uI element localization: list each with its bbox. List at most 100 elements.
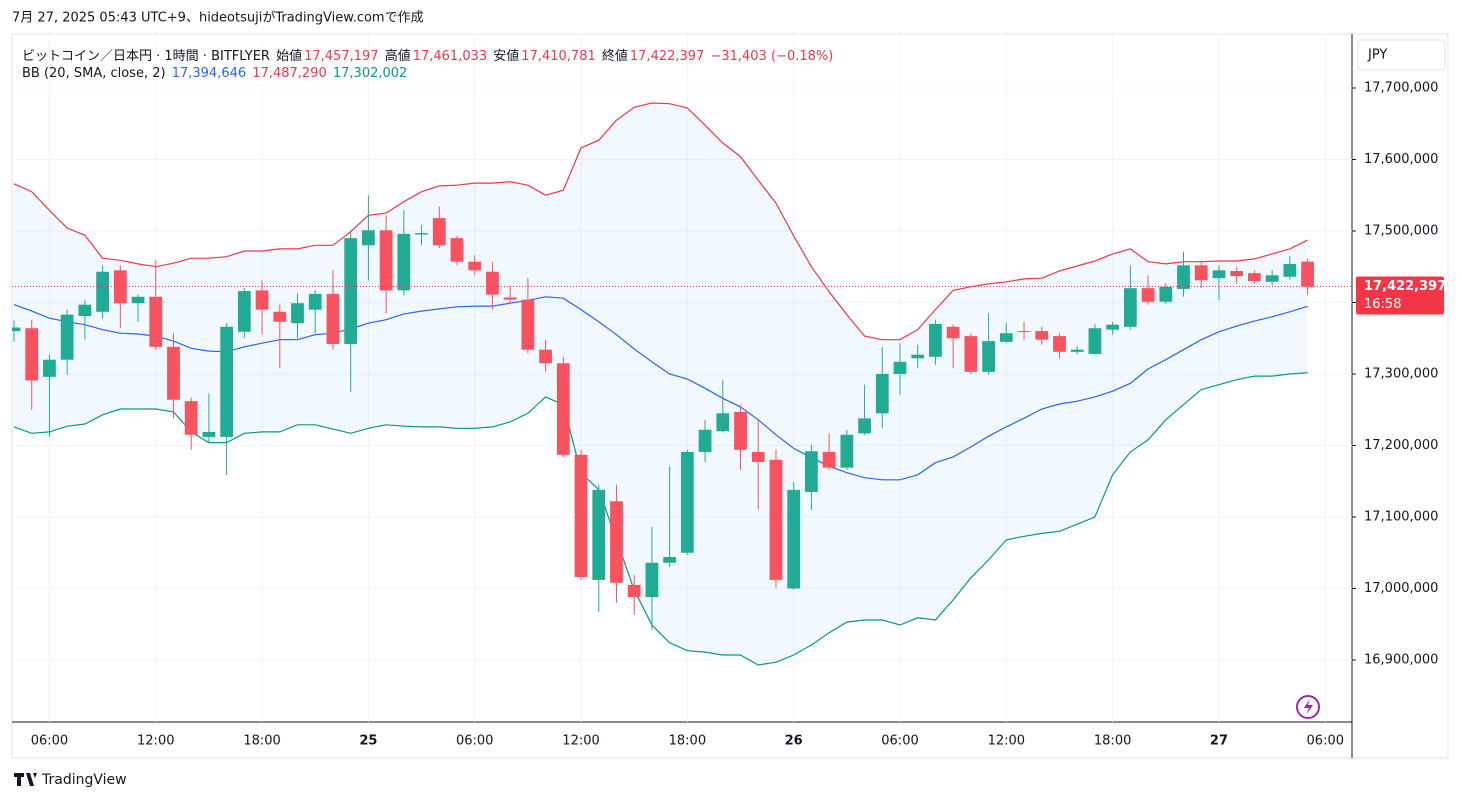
candle-body [60,314,74,360]
candle-body [486,271,499,295]
x-tick-label: 27 [1210,734,1228,749]
candle-body [432,218,446,246]
candle-body [96,271,109,312]
x-tick-label: 06:00 [1307,734,1344,749]
x-tick-label: 12:00 [562,734,599,749]
candle-body [982,341,995,372]
candle-body [468,261,482,271]
candle-body [964,336,978,372]
candle-body [1088,328,1102,354]
candle-body [273,311,287,322]
frame [11,33,1449,759]
alert-icon[interactable] [1296,695,1320,719]
candle-body [167,346,180,400]
bb-lower: 17,302,002 [332,66,408,81]
candle-body [1177,265,1190,289]
candle-body [539,349,552,364]
candle-body [521,299,535,350]
price-tag-value: 17,422,397 [1364,279,1446,294]
candle-body [308,293,322,310]
candle-body [592,489,606,580]
candle-body [875,373,889,414]
currency-box[interactable] [1357,39,1446,71]
candle-body [1053,336,1066,352]
candle-body [1283,263,1297,277]
candle-body [1159,286,1173,302]
candle-body [1301,261,1314,287]
candle-body [43,359,56,377]
band-fill [14,103,1308,666]
y-tick-label: 17,100,000 [1364,510,1438,525]
bb-basis: 17,394,646 [171,66,247,81]
candle-body [237,291,251,332]
candle-body [929,323,942,357]
alert-bolt [1304,699,1313,715]
candle-body [787,489,801,589]
y-tick-label: 17,200,000 [1364,438,1438,453]
x-tick-label: 25 [359,734,377,749]
candle-body [805,451,818,492]
candle-body [716,413,730,432]
legend-bb: BB (20, SMA, close, 2) 17,394,646 17,487… [22,66,409,81]
caption: 7月 27, 2025 05:43 UTC+9、hideotsujiがTradi… [12,11,424,26]
close: 17,422,397 [629,49,705,64]
x-tick-label: 18:00 [669,734,706,749]
y-tick-label: 16,900,000 [1364,653,1438,668]
candle-body [450,238,464,262]
low: 17,410,781 [521,49,596,64]
candle-body [769,459,783,580]
candle-body [858,418,871,434]
candle-body [78,304,92,317]
candle-body [1194,265,1208,281]
plot [12,34,1352,722]
candle-body [326,293,340,344]
x-tick-label: 18:00 [243,734,280,749]
open: 17,457,197 [304,49,379,64]
candle-body [1141,288,1155,302]
candle-body [1230,271,1244,277]
x-tick-label: 06:00 [31,734,68,749]
candle-body [12,327,21,332]
legend-main: ビットコイン／日本円 · 1時間 · BITFLYER 始値 17,457,197… [22,45,835,64]
candle-body [734,411,747,450]
bb-label[interactable]: BB (20, SMA, close, 2) [22,66,166,81]
y-tick-label: 17,000,000 [1364,581,1438,596]
change: −31,403 (−0.18%) [710,49,834,64]
candle-body [999,333,1013,342]
candle-body [362,230,375,246]
candle-body [946,326,960,339]
x-tick-label: 06:00 [881,734,918,749]
candle-body [1035,331,1049,340]
candle-body [751,451,765,462]
candle-body [698,429,712,452]
candle-body [131,296,145,304]
band-upper [13,102,1308,341]
x-tick-label: 12:00 [988,734,1025,749]
candle-body [574,454,588,578]
symbol[interactable]: ビットコイン／日本円 · 1時間 · BITFLYER [22,49,270,64]
y-tick-label: 17,500,000 [1364,223,1438,238]
candle-body [1123,288,1137,327]
candle-body [25,328,39,381]
high-label: 高値 [384,49,411,64]
candle-body [415,233,428,235]
close-label: 終値 [601,49,628,64]
logo [14,773,37,786]
candle-body [149,296,163,347]
candle-body [610,501,623,583]
candle-body [397,233,411,291]
x-tick-label: 18:00 [1094,734,1131,749]
candle-body [202,431,216,437]
candle-body [645,562,659,598]
candle-body [663,557,677,563]
candle-body [911,354,925,359]
y-tick-label: 17,300,000 [1364,366,1438,381]
candle-body [503,297,517,300]
currency: JPY [1367,48,1387,63]
open-label: 始値 [276,49,303,64]
high: 17,461,033 [412,49,488,64]
y-tick-label: 17,600,000 [1364,152,1438,167]
candle-body [893,361,907,374]
